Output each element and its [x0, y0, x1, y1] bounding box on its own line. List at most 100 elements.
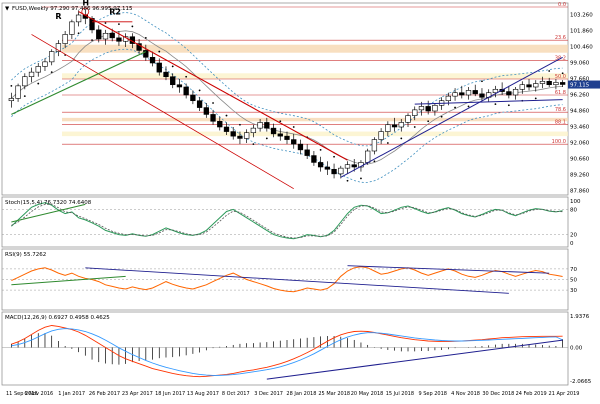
- candle-body: [378, 131, 384, 140]
- candle-body: [62, 34, 68, 44]
- price-axis-tick: 87.860: [570, 188, 590, 194]
- x-axis-tick: 26 Feb 2017: [89, 391, 120, 397]
- candle-body: [109, 32, 115, 39]
- candle: [15, 83, 21, 102]
- x-axis-tick: 20 May 2018: [351, 391, 384, 397]
- candle-body: [506, 91, 512, 96]
- candle: [96, 25, 102, 43]
- candle: [257, 119, 263, 132]
- candle: [391, 117, 398, 132]
- sar-dot: [413, 126, 416, 128]
- price-axis-tick: 97.660: [570, 76, 590, 82]
- stoch-pane-frame: [1, 196, 569, 248]
- indicator-series-line: [11, 202, 563, 240]
- stochastic-pane: 100 80 20 0 Stoch(15,5,4) 76.7320 74.6408: [2, 199, 581, 247]
- candle-body: [35, 66, 41, 73]
- candle-body: [136, 43, 142, 51]
- sar-dot: [198, 89, 201, 92]
- candle-body: [344, 164, 351, 169]
- x-axis-tick: 23 Apr 2017: [122, 391, 153, 397]
- candle-body: [183, 86, 189, 96]
- sar-dot: [561, 72, 564, 75]
- x-axis-tick: 28 Jan 2018: [286, 391, 316, 397]
- candle-body: [264, 122, 270, 129]
- candle: [512, 87, 519, 100]
- macd-pane: 1.9376 0.00 -2.0665 MACD(12,26,9) 0.6927 0.…: [2, 314, 592, 385]
- fib-band: [62, 131, 568, 137]
- pattern-label: R2: [109, 7, 121, 16]
- sar-dot: [279, 120, 282, 123]
- candle: [22, 73, 28, 90]
- candle: [49, 49, 55, 66]
- fib-band: [62, 73, 568, 79]
- candle: [533, 80, 539, 92]
- candle-body: [8, 98, 15, 102]
- candle-body: [405, 115, 411, 123]
- candle-body: [270, 127, 277, 135]
- candle-body: [257, 122, 263, 129]
- candle: [304, 144, 310, 159]
- candle: [109, 28, 115, 42]
- candle-body: [96, 29, 102, 40]
- rsi-trendline: [85, 267, 509, 294]
- sar-dot: [400, 137, 403, 140]
- bollinger-lower: [11, 48, 563, 183]
- candle-body: [559, 82, 566, 85]
- x-axis-tick: 15 Jul 2018: [386, 391, 414, 397]
- candle: [506, 85, 512, 99]
- candle-body: [371, 139, 378, 152]
- price-axis-tick: 89.260: [570, 172, 590, 178]
- axis-tick: 80: [570, 207, 577, 213]
- candle: [432, 103, 438, 116]
- sar-dot: [131, 25, 134, 28]
- price-axis-tick: 90.660: [570, 156, 590, 162]
- price-axis-tick: 96.260: [570, 92, 590, 98]
- candle: [8, 92, 15, 108]
- candle: [230, 127, 236, 140]
- candle: [553, 79, 559, 90]
- candle-body: [210, 114, 216, 122]
- x-axis-tick: 30 Dec 2018: [482, 391, 514, 397]
- candle-body: [445, 95, 452, 102]
- axis-tick: 20: [570, 233, 577, 239]
- sar-dot: [10, 84, 13, 87]
- candle: [311, 151, 317, 166]
- candle: [223, 122, 230, 135]
- x-axis-tick: 6 Nov 2016: [24, 391, 53, 397]
- candle: [284, 131, 290, 145]
- candle: [324, 161, 330, 175]
- candle: [264, 117, 270, 132]
- candle-body: [223, 126, 230, 132]
- sar-dot: [104, 22, 107, 24]
- candle-body: [163, 71, 169, 78]
- macd-trendline: [266, 339, 563, 380]
- candle: [277, 128, 283, 141]
- candle: [385, 121, 391, 137]
- candle: [163, 66, 169, 81]
- sar-dot: [373, 160, 376, 163]
- candle: [244, 129, 250, 143]
- candle-body: [170, 76, 176, 86]
- sar-dot: [239, 123, 241, 126]
- sar-dot: [346, 179, 349, 182]
- sar-dot: [252, 143, 255, 146]
- candle-body: [75, 14, 82, 23]
- candle: [331, 163, 337, 179]
- sar-dot: [50, 71, 53, 74]
- x-axis-tick: 13 Aug 2017: [187, 391, 219, 397]
- indicator-series-line: [11, 204, 563, 239]
- fib-level-label: 100.0: [552, 139, 566, 145]
- stoch-trendline: [11, 203, 86, 223]
- price-pane: 0.023.638.250.061.878.6100.088.1HRR2103.…: [5, 0, 600, 194]
- candle: [492, 85, 499, 98]
- candle: [317, 156, 324, 172]
- candle-body: [15, 85, 21, 99]
- sar-dot: [265, 137, 268, 140]
- fib-level-label: 0.0: [558, 2, 566, 8]
- candle: [539, 76, 546, 89]
- price-axis-tick: 99.060: [570, 60, 590, 66]
- sar-dot: [440, 115, 443, 118]
- axis-tick: 0.00: [570, 345, 583, 351]
